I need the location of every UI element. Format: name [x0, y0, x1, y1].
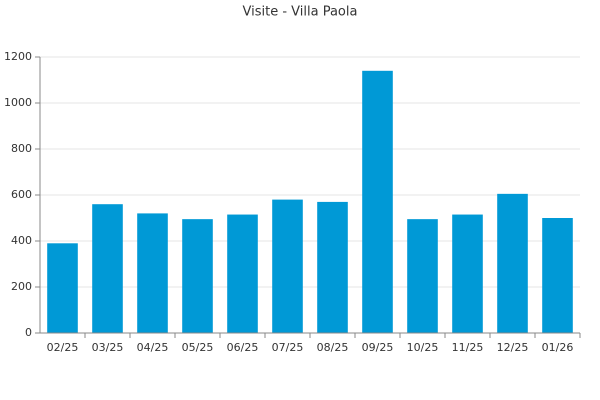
bar: [317, 201, 348, 333]
bar: [452, 214, 483, 333]
bar: [137, 213, 168, 333]
x-tick-label: 10/25: [407, 341, 439, 354]
bar: [497, 193, 528, 333]
bar: [227, 214, 258, 333]
bar: [272, 199, 303, 333]
x-tick-label: 09/25: [362, 341, 394, 354]
y-tick-label: 600: [11, 188, 32, 201]
y-tick-label: 1000: [4, 96, 32, 109]
bar: [407, 219, 438, 333]
y-tick-label: 200: [11, 280, 32, 293]
x-tick-label: 01/26: [542, 341, 574, 354]
bar: [182, 219, 213, 333]
y-tick-label: 400: [11, 234, 32, 247]
bar: [47, 243, 78, 333]
x-tick-label: 11/25: [452, 341, 484, 354]
x-tick-label: 05/25: [182, 341, 214, 354]
x-tick-label: 07/25: [272, 341, 304, 354]
x-tick-label: 03/25: [92, 341, 124, 354]
y-tick-label: 1200: [4, 50, 32, 63]
y-tick-label: 800: [11, 142, 32, 155]
x-tick-label: 06/25: [227, 341, 259, 354]
x-tick-label: 12/25: [497, 341, 529, 354]
bar: [92, 204, 123, 333]
bar: [542, 218, 573, 333]
bar: [362, 70, 393, 334]
y-tick-label: 0: [25, 326, 32, 339]
chart-title: Visite - Villa Paola: [243, 5, 358, 20]
x-tick-label: 04/25: [137, 341, 169, 354]
x-tick-label: 02/25: [47, 341, 79, 354]
x-tick-label: 08/25: [317, 341, 349, 354]
